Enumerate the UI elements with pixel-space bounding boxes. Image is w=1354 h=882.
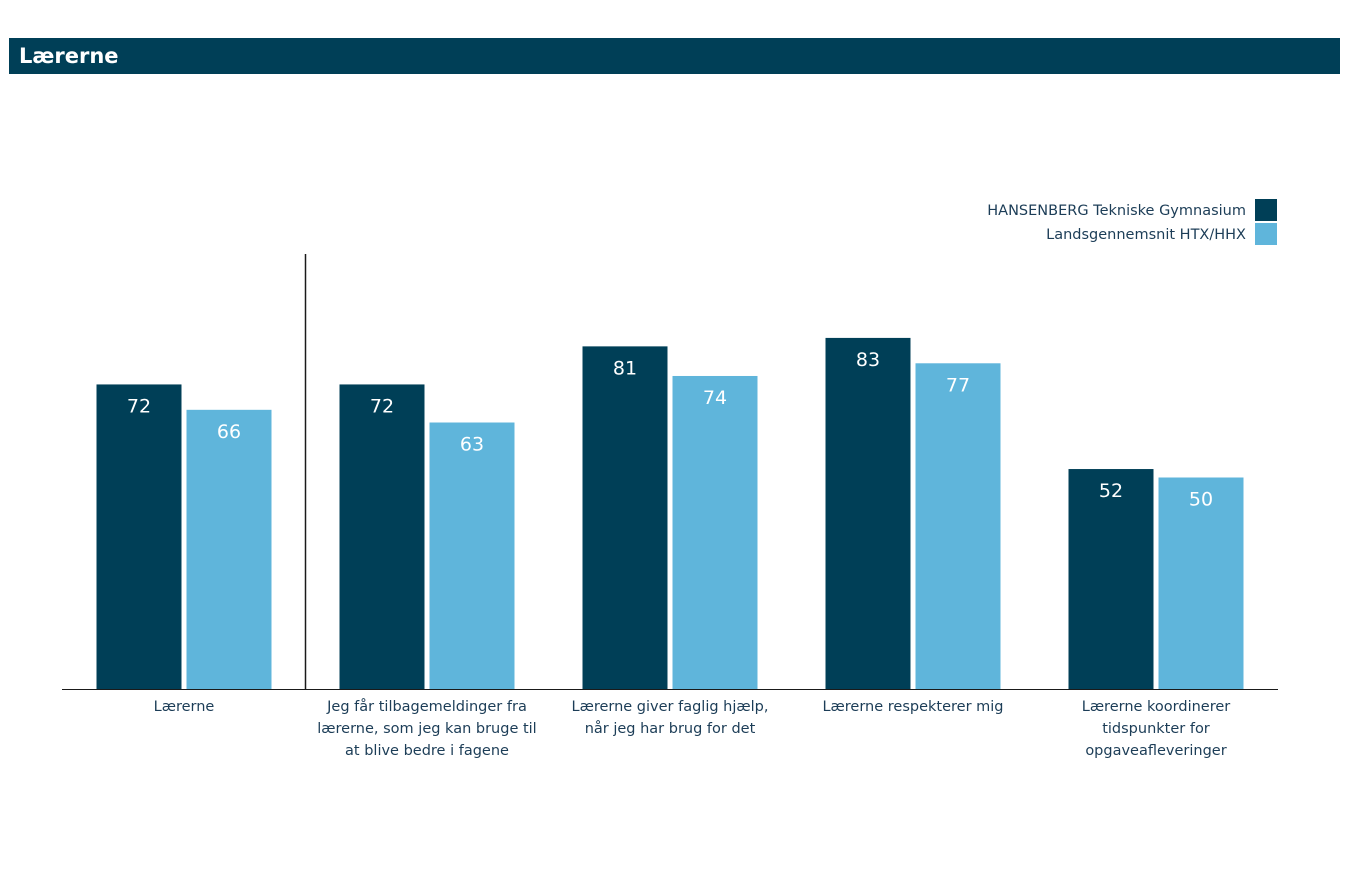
bar-1-0 (339, 384, 425, 689)
legend-label-0: HANSENBERG Tekniske Gymnasium (987, 203, 1246, 219)
bar-value-label-1-1: 63 (460, 434, 484, 456)
bar-value-label-4-1: 50 (1189, 489, 1213, 511)
bar-value-label-2-0: 81 (613, 357, 637, 379)
bar-value-label-2-1: 74 (703, 387, 727, 409)
legend-swatch-0 (1255, 199, 1277, 221)
bar-value-label-0-1: 66 (217, 421, 241, 443)
legend-label-1: Landsgennemsnit HTX/HHX (1046, 227, 1246, 243)
bar-value-label-3-1: 77 (946, 374, 970, 396)
bar-2-0 (582, 346, 668, 689)
category-label-4: Lærerne koordinerer tidspunkter for opgave… (1082, 699, 1231, 759)
bar-value-label-3-0: 83 (856, 349, 880, 371)
category-label-1: Jeg får tilbagemeldinger fra lærerne, som… (317, 698, 536, 759)
header-bar: Lærerne (9, 38, 1340, 74)
bar-value-label-0-0: 72 (127, 395, 151, 417)
category-label-0: Lærerne (154, 699, 215, 715)
chart-axes (62, 254, 1278, 690)
bar-3-1 (915, 363, 1001, 689)
bar-4-1 (1158, 477, 1244, 689)
bar-3-0 (825, 337, 911, 689)
category-label-3: Lærerne respekterer mig (822, 699, 1003, 715)
bar-2-1 (672, 375, 758, 689)
bar-0-0 (96, 384, 182, 689)
bar-4-0 (1068, 469, 1154, 689)
category-labels: Lærerne Jeg får tilbagemeldinger fra lærer… (154, 698, 1231, 759)
bar-value-label-4-0: 52 (1099, 480, 1123, 502)
bar-value-label-1-0: 72 (370, 395, 394, 417)
bar-1-1 (429, 422, 515, 689)
page-title: Lærerne (19, 44, 119, 68)
chart-legend: HANSENBERG Tekniske Gymnasium Landsgennem… (987, 199, 1277, 245)
chart-bars: 72 66 72 63 81 74 83 77 52 50 (96, 337, 1244, 689)
legend-swatch-1 (1255, 223, 1277, 245)
category-label-2: Lærerne giver faglig hjælp, når jeg har b… (572, 699, 769, 737)
bar-0-1 (186, 409, 272, 689)
